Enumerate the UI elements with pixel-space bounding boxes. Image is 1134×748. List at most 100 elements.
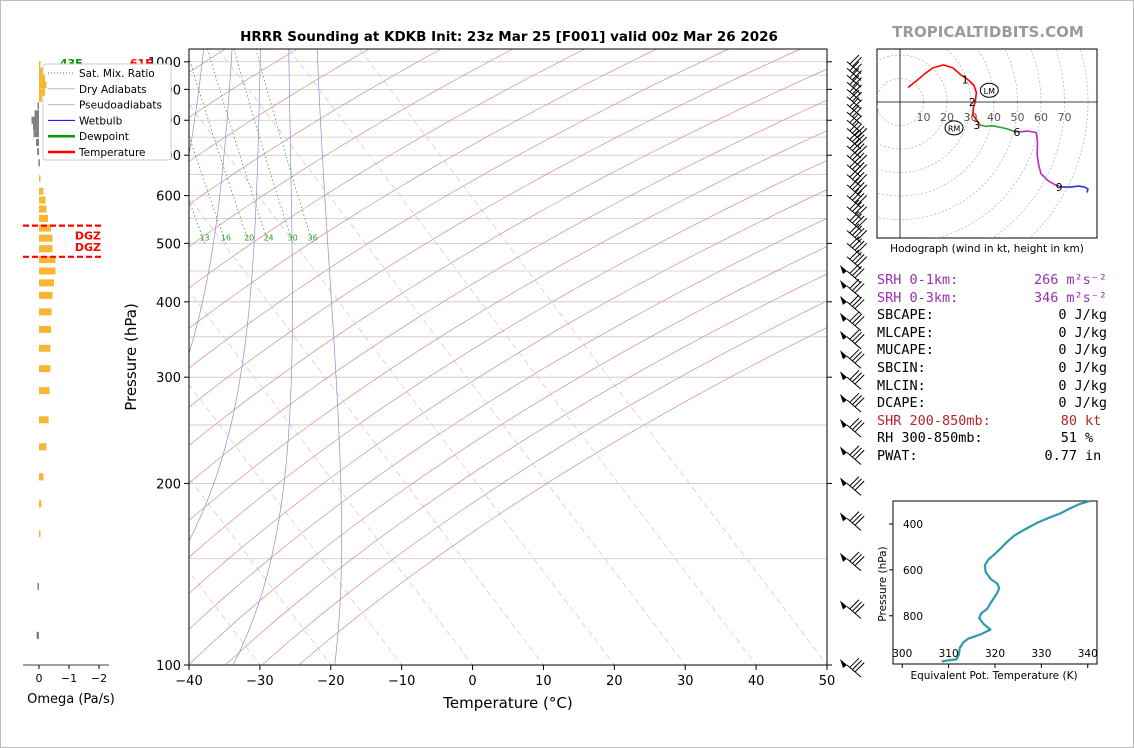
wind-barb-tick (852, 190, 862, 201)
omega-bar (39, 365, 51, 373)
wind-barb-tick (852, 56, 862, 67)
dry-adiabat-line (298, 327, 827, 665)
param-value: 0 (1058, 395, 1067, 412)
mixing-ratio-label: 20 (244, 233, 254, 242)
param-unit: J/kg (1074, 324, 1107, 341)
param-label: MLCAPE: (877, 324, 934, 341)
pseudoadiabat-line (1, 49, 34, 665)
wind-barb-staff (846, 355, 862, 369)
theta-e-x-tick-label: 340 (1078, 648, 1098, 660)
omega-bar (39, 500, 42, 508)
pseudoadiabat-line (189, 49, 205, 157)
param-value: 80 (1060, 412, 1077, 429)
y-tick-label: 100 (156, 659, 181, 674)
wind-barb-tick (849, 349, 860, 359)
wind-barb-staff (846, 606, 862, 619)
wind-barb-tick (852, 513, 862, 524)
omega-bar (39, 67, 43, 75)
wind-barb (840, 476, 865, 496)
wind-barb (840, 370, 865, 390)
dry-adiabat-line (189, 245, 827, 665)
wind-barb-staff (846, 336, 862, 350)
dry-adiabat-line (189, 217, 827, 630)
wind-barb-flag (840, 312, 847, 322)
wind-barb-tick (849, 236, 860, 246)
param-unit: J/kg (1074, 342, 1107, 359)
wind-barb (840, 445, 865, 465)
isotherm-line (189, 384, 402, 665)
figure-title: HRRR Sounding at KDKB Init: 23z Mar 25 [… (240, 29, 778, 45)
param-value: 266 (1033, 272, 1059, 288)
hodograph-ring-label: 30 (964, 111, 978, 124)
isotherm-line (189, 290, 473, 665)
omega-bar (39, 224, 51, 232)
wind-barb (846, 236, 868, 256)
wind-barb-tick (854, 215, 865, 226)
wind-barb-tick (849, 278, 860, 289)
param-row: MUCAPE: 0 J/kg (877, 342, 1107, 360)
wind-barb (840, 329, 865, 350)
wind-barb-tick (849, 511, 860, 521)
theta-e-x-tick-label: 300 (892, 648, 912, 660)
hodograph-height-label: 6 (1013, 126, 1020, 139)
param-unit: in (1085, 447, 1102, 464)
wind-barb-staff (846, 103, 862, 117)
x-tick-label: 50 (819, 674, 836, 689)
wind-barb-staff (846, 285, 862, 299)
wind-barb-tick (854, 603, 865, 614)
hodograph-ring-label: 60 (1034, 111, 1048, 124)
dry-adiabat-line (189, 49, 442, 205)
wind-barb-flag (840, 418, 847, 428)
wind-barb-tick (854, 204, 865, 214)
wind-barb-tick (849, 105, 860, 115)
wind-barb (846, 167, 868, 188)
wind-barb-flag (840, 350, 847, 360)
dry-adiabat-line (261, 300, 827, 665)
x-tick-label: 30 (677, 674, 694, 689)
omega-bar (39, 443, 47, 451)
hodograph-ring-label: 40 (987, 111, 1001, 124)
wind-barb-tick (854, 299, 865, 309)
wind-barb-tick (857, 128, 868, 138)
param-value: 0.77 (1044, 447, 1077, 464)
legend-label: Pseudoadiabats (79, 100, 162, 112)
dgz-label-top: DGZ (75, 241, 101, 254)
hodograph-frame (876, 48, 1098, 239)
pseudoadiabat-line (189, 49, 261, 542)
wind-barb-staff (846, 119, 862, 133)
dry-adiabat-line (189, 49, 514, 248)
omega-bar (37, 102, 39, 110)
wind-barb-tick (854, 240, 865, 251)
isotherm-line (217, 49, 686, 665)
mixing-ratio-label: 13 (199, 233, 209, 242)
wind-barb-tick (849, 68, 860, 78)
dry-adiabat-line (225, 273, 827, 665)
param-row: SRH 0-3km: 346 m²s⁻² (877, 290, 1107, 308)
param-unit: kt (1085, 412, 1102, 429)
param-unit: J/kg (1074, 359, 1107, 376)
dry-adiabat-line (189, 49, 801, 408)
wind-barb-staff (846, 174, 862, 188)
wind-barb-tick (854, 254, 865, 264)
wind-barb-flag (840, 552, 847, 562)
wind-barb-tick (857, 242, 868, 253)
mixing-ratio-line (255, 49, 314, 244)
wind-barb-tick (849, 294, 860, 305)
wind-barb-tick (849, 329, 860, 340)
x-axis-label: Temperature (°C) (442, 694, 572, 712)
wind-barb-tick (854, 556, 865, 566)
isotherm-line (359, 49, 827, 665)
wind-barb-staff (846, 206, 862, 220)
param-row: SBCAPE: 0 J/kg (877, 307, 1107, 325)
storm-motion-marker (979, 82, 999, 98)
wind-barb-staff (846, 136, 862, 150)
x-tick-label: −20 (317, 674, 344, 689)
omega-bar (39, 256, 56, 264)
omega-bar (39, 205, 47, 213)
omega-bar (39, 279, 54, 287)
omega-bar (37, 148, 39, 156)
param-label: SBCAPE: (877, 307, 934, 324)
wind-barb-tick (854, 268, 865, 278)
isotherm-line (1, 49, 47, 665)
